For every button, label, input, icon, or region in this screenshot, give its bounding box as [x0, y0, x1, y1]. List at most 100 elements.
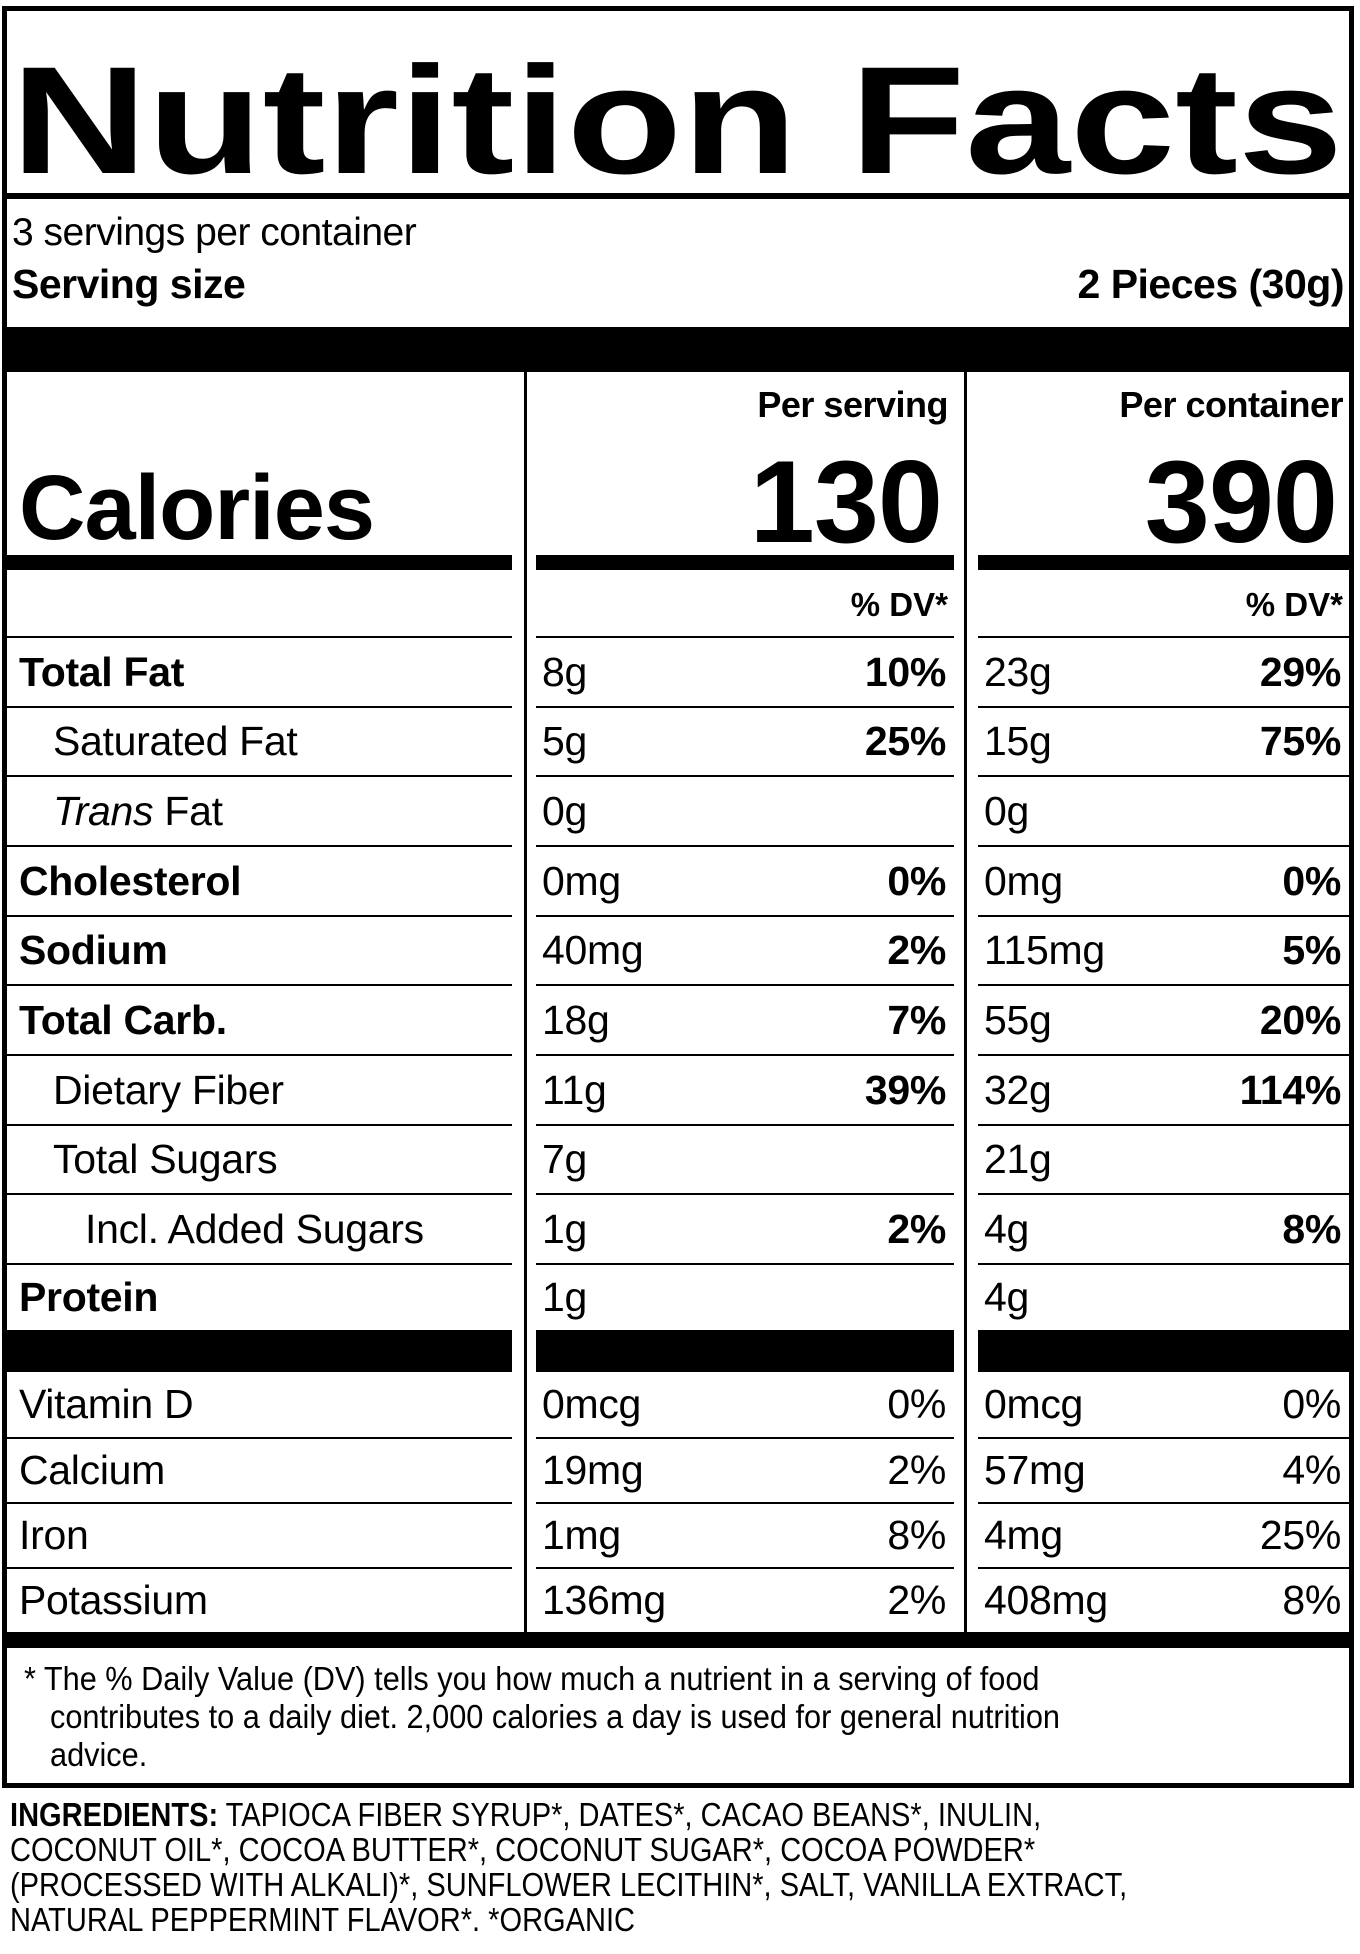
- per-serving-cell: 40mg 2%: [536, 915, 954, 984]
- calories-label: Calories: [19, 457, 375, 560]
- bar-segment: [536, 1330, 954, 1372]
- table-row-potassium: Potassium 136mg 2% 408mg 8%: [7, 1567, 1349, 1632]
- dv-value: 10%: [864, 648, 946, 695]
- dv-value: 0%: [1282, 1381, 1341, 1427]
- amount: 21g: [984, 1136, 1052, 1182]
- protein-separator-band: [7, 1330, 1349, 1372]
- table-row-total-fat: Total Fat 8g 10% 23g 29%: [7, 636, 1349, 706]
- calories-row: Calories 130 390: [7, 435, 1349, 567]
- per-container-cell: 0g: [978, 775, 1349, 845]
- dv-header-per-container: % DV*: [1245, 586, 1343, 623]
- table-row-trans-fat: Trans Fat 0g 0g: [7, 775, 1349, 845]
- per-serving-cell: 11g 39%: [536, 1054, 954, 1124]
- footnote-separator-bar: [7, 1632, 1349, 1648]
- amount: 1mg: [542, 1512, 621, 1558]
- dv-value: 4%: [1282, 1447, 1341, 1493]
- column-header-row: Per serving Per container: [7, 372, 1349, 452]
- footnote-line: advice.: [50, 1736, 148, 1773]
- table-row-protein: Protein 1g 4g: [7, 1263, 1349, 1330]
- per-container-cell: 15g 75%: [978, 706, 1349, 775]
- ingredients-line: (PROCESSED WITH ALKALI)*, SUNFLOWER LECI…: [10, 1866, 1128, 1903]
- dv-value: 0%: [1282, 857, 1341, 904]
- footnote-line: contributes to a daily diet. 2,000 calor…: [50, 1698, 1060, 1735]
- calories-per-serving: 130: [749, 435, 943, 567]
- dv-value: 29%: [1259, 648, 1341, 695]
- nutrient-name: Total Carb.: [7, 984, 512, 1054]
- bar-segment: [7, 1330, 512, 1372]
- dv-value: 2%: [887, 927, 946, 973]
- bar-full: [7, 1632, 1349, 1648]
- amount: 1g: [542, 1205, 588, 1252]
- amount: 0mg: [542, 857, 621, 904]
- table-row-sodium: Sodium 40mg 2% 115mg 5%: [7, 915, 1349, 984]
- table-row-dietary-fiber: Dietary Fiber 11g 39% 32g 114%: [7, 1054, 1349, 1124]
- nutrient-name: Total Fat: [7, 636, 512, 706]
- nutrient-name: Iron: [7, 1502, 512, 1567]
- dv-value: 75%: [1259, 718, 1341, 764]
- nutrient-name: Trans Fat: [7, 775, 512, 845]
- per-container-cell: 115mg 5%: [978, 915, 1349, 984]
- nutrient-name: Incl. Added Sugars: [7, 1193, 512, 1263]
- per-serving-cell: 0g: [536, 775, 954, 845]
- per-container-cell: 32g 114%: [978, 1054, 1349, 1124]
- per-serving-cell: 0mcg 0%: [536, 1372, 954, 1437]
- nutrient-name: Sodium: [7, 915, 512, 984]
- table-row-iron: Iron 1mg 8% 4mg 25%: [7, 1502, 1349, 1567]
- dv-value: 25%: [864, 718, 946, 764]
- ingredients-section: INGREDIENTS: TAPIOCA FIBER SYRUP*, DATES…: [10, 1797, 1280, 1937]
- nutrient-name: Cholesterol: [7, 845, 512, 915]
- amount: 0g: [984, 787, 1030, 834]
- servings-per-container: 3 servings per container: [12, 211, 417, 254]
- serving-size-separator-bar: [7, 327, 1349, 372]
- per-serving-cell: 1mg 8%: [536, 1502, 954, 1567]
- nutrient-name: Vitamin D: [19, 1381, 194, 1427]
- per-serving-cell: 0mg 0%: [536, 845, 954, 915]
- ingredients-label: INGREDIENTS:: [10, 1796, 219, 1833]
- table-row-added-sugars: Incl. Added Sugars 1g 2% 4g 8%: [7, 1193, 1349, 1263]
- nutrient-name: Potassium: [7, 1567, 512, 1632]
- per-container-cell: 21g: [978, 1124, 1349, 1193]
- per-container-cell: 0mg 0%: [978, 845, 1349, 915]
- amount: 5g: [542, 718, 588, 764]
- per-serving-cell: 18g 7%: [536, 984, 954, 1054]
- nutrient-name: Protein: [7, 1263, 512, 1330]
- amount: 11g: [542, 1066, 607, 1113]
- bar-segment: [536, 555, 954, 570]
- table-row-total-sugars: Total Sugars 7g 21g: [7, 1124, 1349, 1193]
- amount: 0mg: [984, 857, 1063, 904]
- amount: 40mg: [542, 927, 644, 973]
- nutrition-facts-panel: Nutrition Facts 3 servings per container…: [2, 6, 1354, 1788]
- table-row-saturated-fat: Saturated Fat 5g 25% 15g 75%: [7, 706, 1349, 775]
- amount: 8g: [542, 648, 588, 695]
- per-container-cell: 4g: [978, 1263, 1349, 1330]
- dv-value: 5%: [1282, 927, 1341, 973]
- per-container-cell: 55g 20%: [978, 984, 1349, 1054]
- per-serving-cell: 5g 25%: [536, 706, 954, 775]
- dv-header-row: % DV* % DV*: [7, 570, 1349, 636]
- calories-per-container: 390: [1144, 435, 1338, 567]
- dv-value: 2%: [887, 1447, 946, 1493]
- table-row-cholesterol: Cholesterol 0mg 0% 0mg 0%: [7, 845, 1349, 915]
- per-serving-cell: 136mg 2%: [536, 1567, 954, 1632]
- amount: 408mg: [984, 1577, 1108, 1623]
- dv-value: 2%: [887, 1205, 946, 1252]
- dv-value: 39%: [864, 1066, 946, 1113]
- serving-size-row: Serving size 2 Pieces (30g): [7, 261, 1349, 307]
- amount: 0mcg: [984, 1381, 1084, 1427]
- amount: 19mg: [542, 1447, 644, 1493]
- per-serving-cell: 8g 10%: [536, 636, 954, 706]
- amount: 18g: [542, 996, 610, 1043]
- dv-value: 8%: [1282, 1577, 1341, 1623]
- dv-value: 114%: [1239, 1066, 1342, 1113]
- dv-value: 2%: [887, 1577, 946, 1623]
- per-container-cell: 23g 29%: [978, 636, 1349, 706]
- per-serving-cell: 19mg 2%: [536, 1437, 954, 1502]
- nutrient-name: Total Sugars: [7, 1124, 512, 1193]
- dv-value: 8%: [1282, 1205, 1341, 1252]
- amount: 57mg: [984, 1447, 1086, 1493]
- dv-value: 8%: [887, 1512, 946, 1558]
- label-title-banner: Nutrition Facts: [11, 57, 1343, 179]
- nutrient-name: Dietary Fiber: [7, 1054, 512, 1124]
- dv-value: 25%: [1259, 1512, 1341, 1558]
